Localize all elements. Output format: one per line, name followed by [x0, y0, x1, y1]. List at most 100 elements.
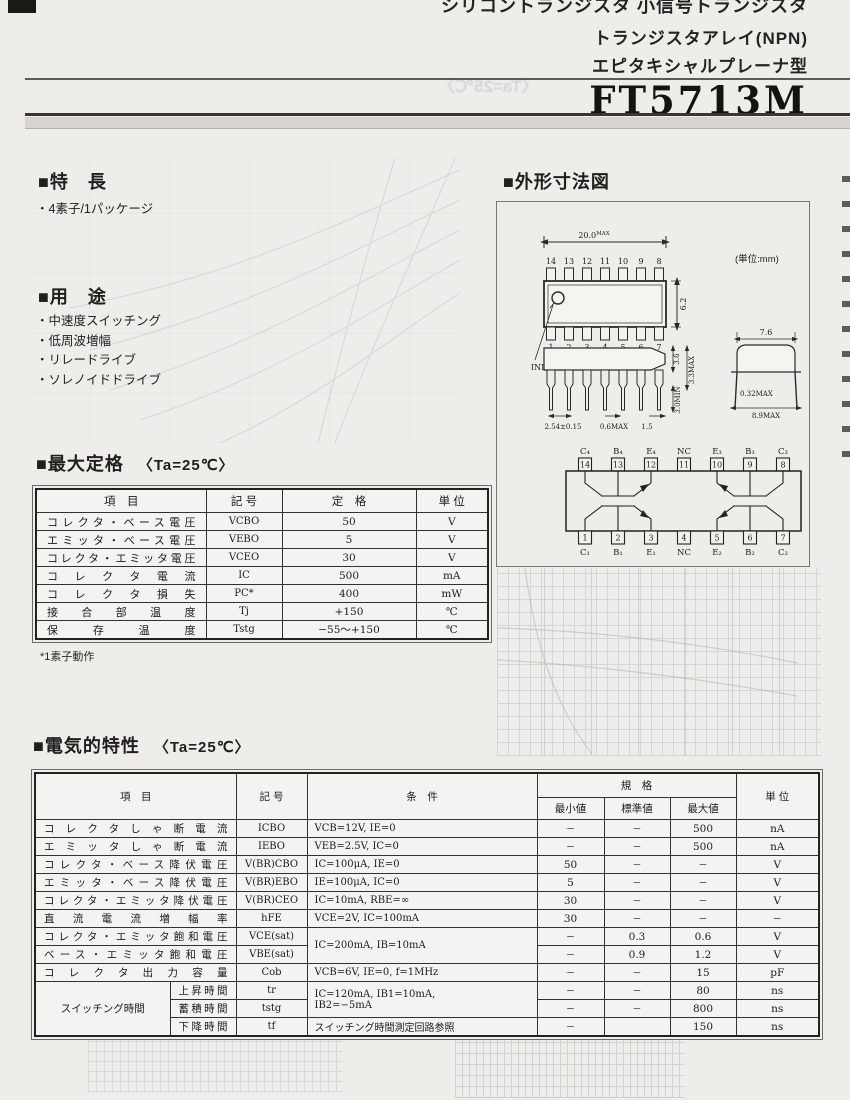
outline-drawing-box: 20.0MAX 14 13 12 11 10 9 8	[496, 201, 810, 567]
pin-number: 12	[582, 257, 592, 266]
cell-conditions: VCE=2V, IC=100mA	[306, 909, 538, 928]
cell-rating: 500	[281, 566, 417, 585]
cell-unit: ns	[735, 999, 820, 1018]
cell-min: −	[536, 963, 605, 982]
cell-unit: V	[735, 945, 820, 964]
max-ratings-condition: 〈Ta=25℃〉	[137, 457, 235, 474]
col-symbol: 記 号	[205, 488, 283, 513]
pin-number: 13	[564, 257, 574, 266]
cell-item: エミッタ・ベース降伏電圧	[34, 873, 237, 892]
table-row: コレクタ出力容量 Cob VCB=6V, IE=0, f=1MHz − −15 pF	[34, 963, 820, 982]
pin-box-number: 14	[580, 461, 590, 470]
condition-line: IB2=−5mA	[314, 999, 373, 1011]
cell-symbol: IC	[205, 566, 283, 585]
col-rating: 定 格	[281, 488, 417, 513]
cell-symbol: Cob	[235, 963, 308, 982]
package-side-view: 2.54±0.15 0.6MAX 1.5 3.6 3.3MAX 3.0MIN	[543, 344, 696, 431]
table-row: エミッタ・ベース電圧 VEBO 5 V	[35, 530, 489, 549]
table-row: エミッタしゃ断電流 IEBO VEB=2.5V, IC=0− −500 nA	[34, 837, 820, 856]
package-end-view: 7.6 0.32MAX 8.9MAX	[729, 328, 803, 420]
table-row: コレクタ電流 IC 500 mA	[35, 566, 489, 585]
cell-min: −	[536, 927, 605, 946]
cell-typ: −	[603, 963, 671, 982]
package-top-view: 20.0MAX 14 13 12 11 10 9 8	[531, 231, 779, 372]
pin-label: C₂	[778, 548, 788, 558]
cell-item: コレクタ・エミッタ降伏電圧	[34, 891, 237, 910]
pin-box-number: 10	[712, 461, 722, 470]
cell-symbol: Tstg	[205, 620, 283, 640]
cell-unit: nA	[735, 837, 820, 856]
electrical-title: ■電気的特性 〈Ta=25℃〉	[33, 732, 251, 758]
cell-unit: ℃	[415, 620, 489, 640]
dim-seat: 3.3MAX	[688, 356, 696, 384]
pin-label: B₄	[613, 447, 623, 457]
col-min: 最小値	[536, 797, 605, 820]
cell-min: 30	[536, 891, 605, 910]
pin-box-number: 1	[582, 534, 587, 543]
dim-height: 6.2	[679, 298, 688, 311]
dim-lead-length: 3.0MIN	[674, 386, 682, 413]
cell-typ: −	[603, 855, 671, 874]
cell-min: −	[536, 837, 605, 856]
pin-label: B₃	[745, 447, 755, 457]
pin-number: 7	[656, 343, 661, 352]
cell-min: −	[536, 819, 605, 838]
cell-unit: V	[735, 873, 820, 892]
col-unit: 単 位	[735, 772, 820, 820]
cell-item: 蓄積時間	[169, 999, 237, 1018]
pin-label: B₂	[745, 548, 755, 558]
cell-unit: −	[735, 909, 820, 928]
col-item: 項 目	[35, 488, 207, 513]
cell-typ: −	[603, 981, 671, 1000]
pin-number: 10	[618, 257, 628, 266]
cell-symbol: IEBO	[235, 837, 308, 856]
electrical-condition: 〈Ta=25℃〉	[153, 739, 251, 756]
cell-conditions: VEB=2.5V, IC=0	[306, 837, 538, 856]
dim-lead-thickness: 0.32MAX	[740, 390, 773, 398]
cell-symbol: V(BR)CEO	[235, 891, 308, 910]
unit-note: (単位:mm)	[735, 253, 779, 265]
pin-box-number: 12	[646, 461, 656, 470]
table-row: エミッタ・ベース降伏電圧 V(BR)EBO IE=100μA, IC=0 5− − V	[34, 873, 820, 892]
cell-max: 0.6	[669, 927, 737, 946]
cell-typ: −	[603, 837, 671, 856]
cell-max: 500	[669, 819, 737, 838]
cell-item: 保存温度	[35, 620, 207, 640]
electrical-table: 項 目 記 号 条 件 規 格 単 位 最小値 標準値 最大値 コレクタしゃ断電…	[31, 769, 823, 1040]
cell-min: −	[536, 981, 605, 1000]
cell-symbol: V(BR)CBO	[235, 855, 308, 874]
cell-unit: ℃	[415, 602, 489, 621]
cell-unit: V	[735, 891, 820, 910]
cell-unit: mA	[415, 566, 489, 585]
table-row: コレクタ・ベース降伏電圧 V(BR)CBO IC=100μA, IE=0 50− − V	[34, 855, 820, 874]
cell-min: −	[536, 945, 605, 964]
table-row: コレクタしゃ断電流 ICBO VCB=12V, IE=0− −500 nA	[34, 819, 820, 838]
cell-max: 150	[669, 1017, 737, 1037]
features-title: ■特 長	[38, 172, 107, 192]
pin-box-number: 2	[615, 534, 620, 543]
cell-symbol: V(BR)EBO	[235, 873, 308, 892]
outline-title: ■外形寸法図	[503, 172, 610, 192]
dim-lead-pitch: 2.54±0.15	[544, 423, 581, 431]
pin-box-number: 9	[747, 461, 752, 470]
cell-max: 80	[669, 981, 737, 1000]
cell-max: 1.2	[669, 945, 737, 964]
cell-symbol: VEBO	[205, 530, 283, 549]
cell-unit: V	[735, 855, 820, 874]
cell-item: コレクタ損失	[35, 584, 207, 603]
pin-label: E₂	[712, 548, 722, 558]
application-item: ・ソレノイドドライブ	[36, 372, 162, 387]
pin-box-number: 6	[747, 534, 752, 543]
cell-max: −	[669, 891, 737, 910]
cell-item: コレクタ・ベース降伏電圧	[34, 855, 237, 874]
cell-symbol: tr	[235, 981, 308, 1000]
table-header-row: 項 目 記 号 条 件 規 格 単 位	[34, 772, 820, 820]
pin-label: B₁	[613, 548, 623, 558]
table-row: 下降時間 tf スイッチング時間測定回路参照 − 150 ns	[35, 1017, 820, 1037]
col-unit: 単 位	[415, 488, 489, 513]
cell-item: エミッタ・ベース電圧	[35, 530, 207, 549]
dim-lead-span: 8.9MAX	[752, 412, 780, 420]
cell-unit: V	[415, 512, 489, 531]
dim-end-width: 7.6	[760, 328, 773, 337]
cell-item: コレクタ電流	[35, 566, 207, 585]
